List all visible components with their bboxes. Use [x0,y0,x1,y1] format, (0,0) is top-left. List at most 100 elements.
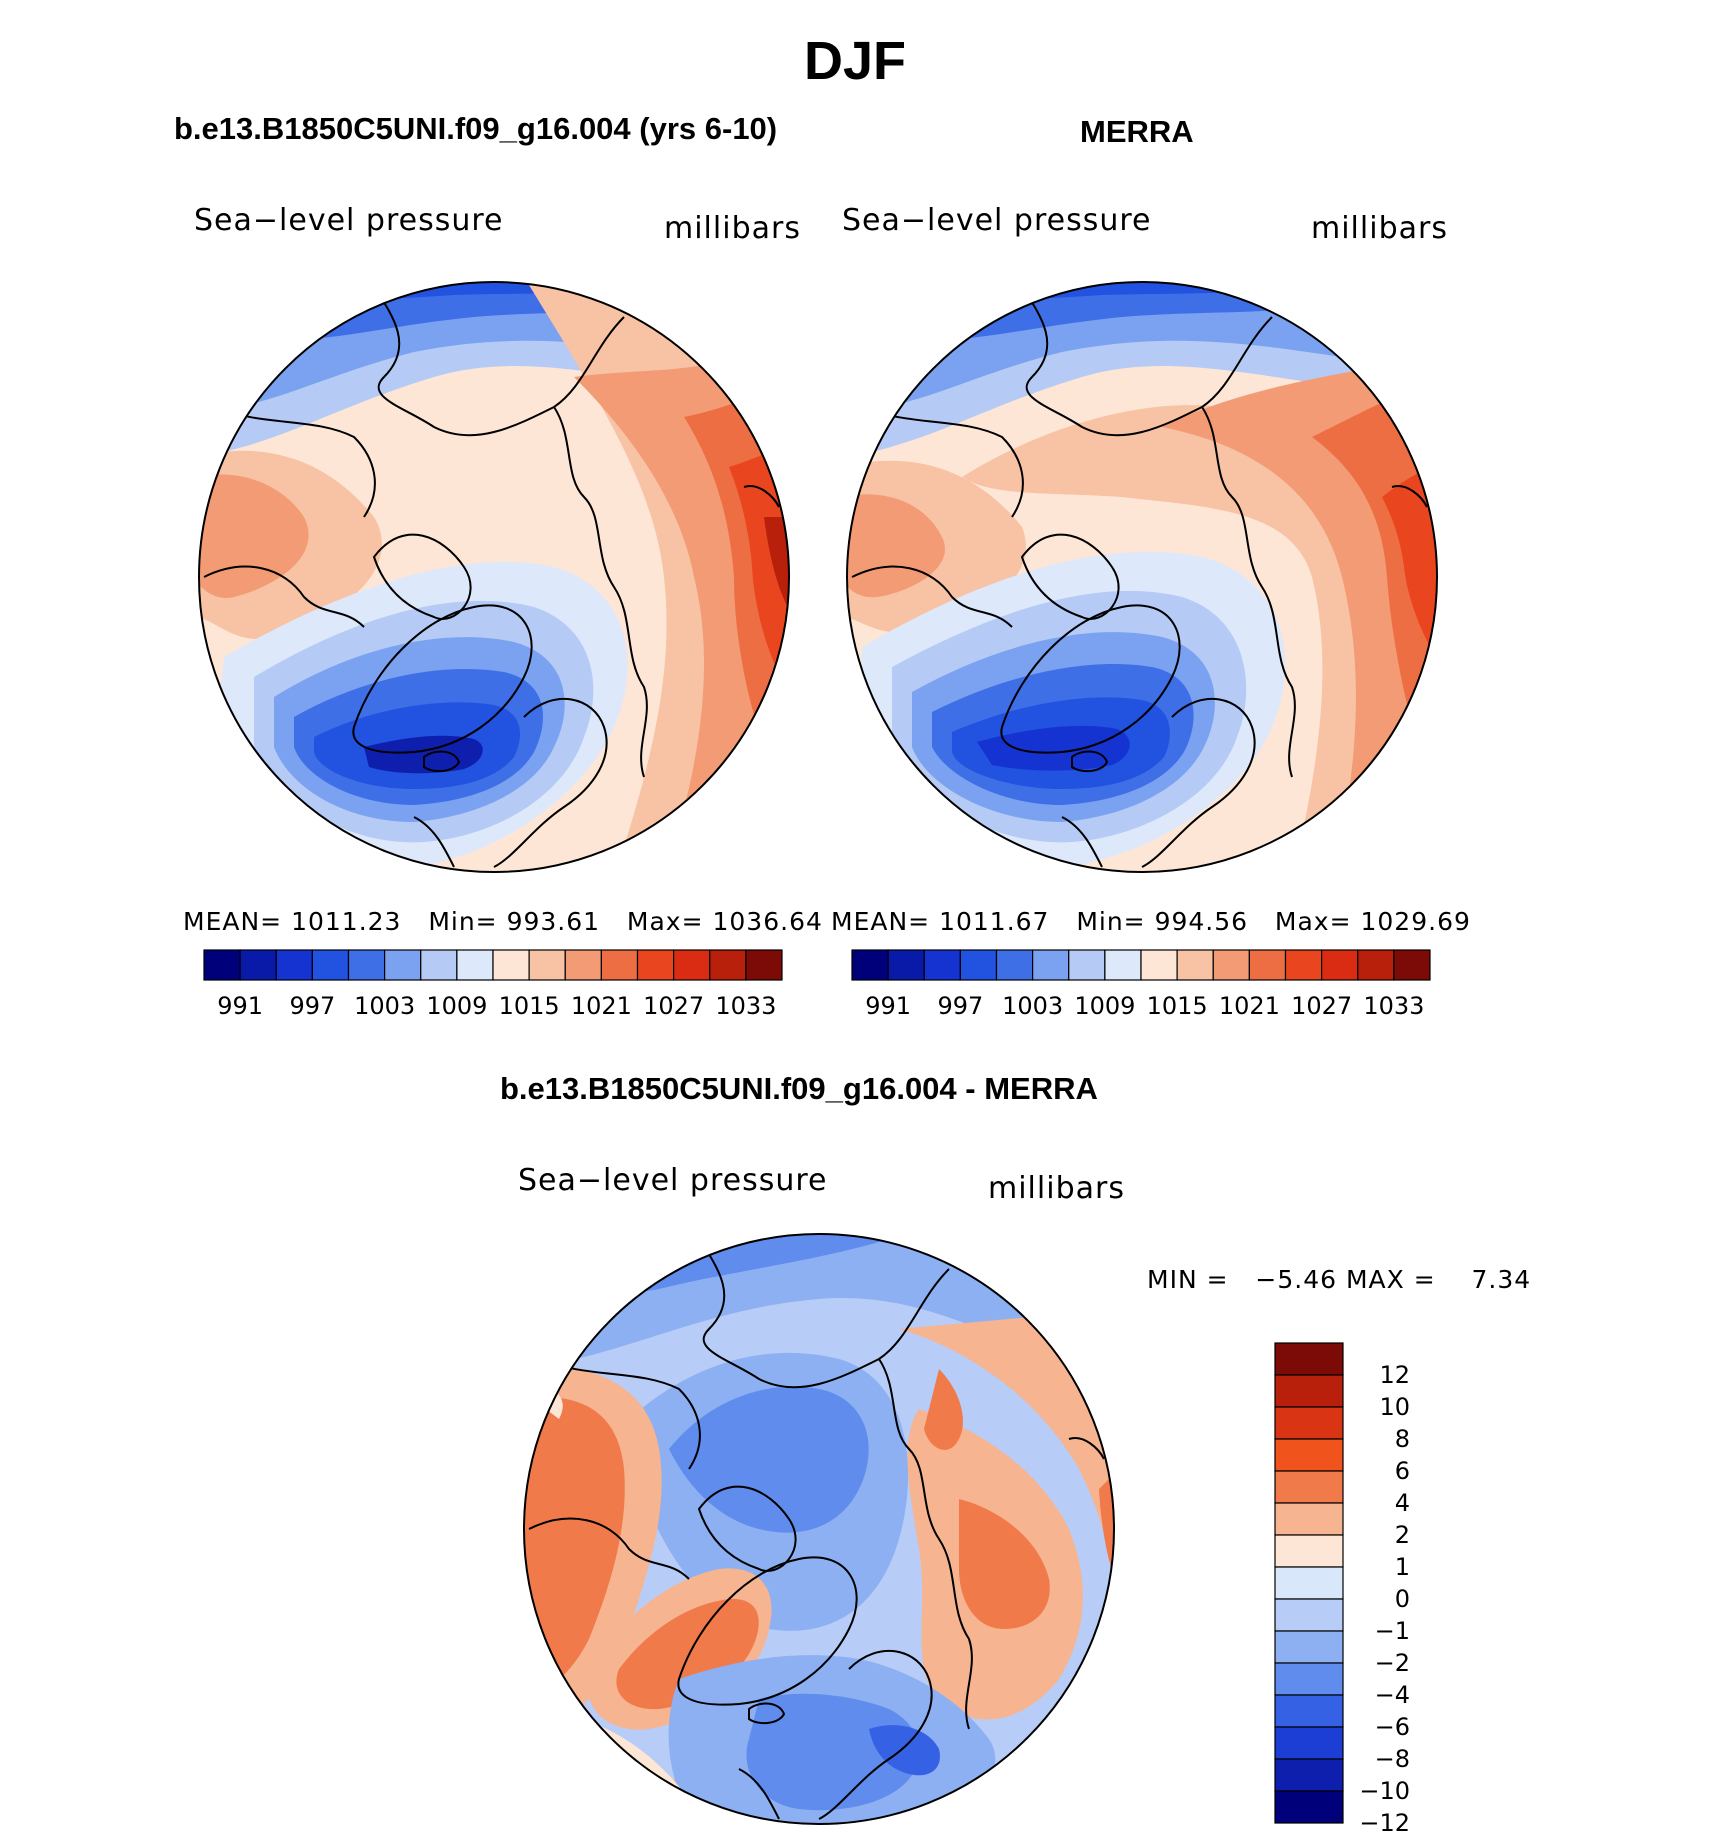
merra-colorbar-box [887,949,925,981]
merra-colorbar-tick-label: 997 [937,992,983,1020]
model-colorbar-tick-label: 1021 [571,992,632,1020]
merra-colorbar [851,949,1431,981]
figure-title: DJF [803,31,906,91]
merra-colorbar-tick-label: 1009 [1074,992,1135,1020]
difference-colorbar-box [1274,1758,1344,1792]
model-polar-map [198,281,790,873]
model-colorbar-box [203,949,241,981]
merra-colorbar-box [1284,949,1323,981]
difference-colorbar-tick-label: −8 [1375,1745,1410,1773]
model-colorbar-box [347,949,386,981]
model-colorbar-box [456,949,494,981]
difference-colorbar-box [1274,1630,1344,1664]
difference-colorbar-box [1274,1790,1344,1824]
model-max-value: 1036.64 [712,907,823,936]
difference-colorbar-tick-label: 12 [1379,1361,1410,1389]
merra-max-value: 1029.69 [1360,907,1471,936]
difference-colorbar-tick-label: −12 [1359,1809,1410,1837]
model-colorbar-box [492,949,530,981]
model-colorbar-tick-label: 1027 [643,992,704,1020]
model-min-value: 993.61 [506,907,601,936]
difference-colorbar-tick-label: −4 [1375,1681,1410,1709]
difference-colorbar-tick-label: 1 [1395,1553,1410,1581]
model-colorbar [203,949,783,981]
merra-colorbar-box [1176,949,1214,981]
merra-colorbar-box [1321,949,1359,981]
merra-min-value: 994.56 [1154,907,1249,936]
model-colorbar-tick-label: 991 [217,992,263,1020]
model-panel-header: b.e13.B1850C5UNI.f09_g16.004 (yrs 6-10) [174,111,778,146]
merra-colorbar-tick-label: 991 [865,992,911,1020]
model-colorbar-tick-label: 1009 [426,992,487,1020]
model-colorbar-box [745,949,783,981]
merra-colorbar-tick-label: 1033 [1363,992,1424,1020]
difference-colorbar-box [1274,1566,1344,1600]
merra-panel-header: MERRA [1080,114,1194,149]
merra-colorbar-box [1104,949,1142,981]
model-colorbar-box [275,949,313,981]
difference-colorbar-tick-label: −2 [1375,1649,1410,1677]
difference-colorbar-tick-label: −10 [1359,1777,1410,1805]
diff-variable-label: Sea−level pressure [518,1163,828,1198]
merra-colorbar-box [959,949,998,981]
model-colorbar-box [564,949,602,981]
merra-colorbar-box [1393,949,1431,981]
merra-colorbar-box [923,949,961,981]
difference-colorbar-tick-label: 0 [1395,1585,1410,1613]
model-variable-label: Sea−level pressure [194,203,504,238]
model-colorbar-box [636,949,675,981]
model-stats: MEAN= 1011.23 Min= 993.61 Max= 1036.64 [183,907,823,936]
model-mean-value: 1011.23 [291,907,402,936]
merra-colorbar-box [1068,949,1106,981]
difference-colorbar-tick-label: 4 [1395,1489,1410,1517]
difference-colorbar-box [1274,1598,1344,1632]
difference-colorbar-tick-label: 10 [1379,1393,1410,1421]
model-colorbar-box [239,949,277,981]
merra-colorbar-box [1357,949,1395,981]
diff-stats: MIN = −5.46 MAX = 7.34 [1147,1265,1532,1294]
merra-colorbar-tick-label: 1003 [1002,992,1063,1020]
difference-colorbar-tick-label: 8 [1395,1425,1410,1453]
merra-colorbar-box [1248,949,1287,981]
model-units-label: millibars [664,211,801,246]
difference-colorbar-box [1274,1406,1344,1440]
merra-colorbar-box [1212,949,1250,981]
diff-panel-header: b.e13.B1850C5UNI.f09_g16.004 - MERRA [500,1071,1098,1106]
difference-colorbar-box [1274,1662,1344,1696]
diff-max-value: 7.34 [1471,1265,1532,1294]
difference-polar-map [523,1233,1115,1825]
difference-colorbar-tick-label: 6 [1395,1457,1410,1485]
diff-min-value: −5.46 [1255,1265,1338,1294]
model-colorbar-tick-label: 997 [289,992,335,1020]
merra-colorbar-box [1032,949,1070,981]
model-colorbar-box [528,949,566,981]
difference-colorbar-box [1274,1502,1344,1536]
merra-polar-map [846,281,1438,873]
merra-colorbar-ticks: 991 997 1003 1009 1015 1021 1027 1033 [865,992,1424,1020]
merra-colorbar-tick-label: 1015 [1147,992,1208,1020]
difference-colorbar-tick-label: −1 [1375,1617,1410,1645]
model-colorbar-box [673,949,711,981]
difference-colorbar-box [1274,1342,1344,1376]
merra-variable-label: Sea−level pressure [842,203,1152,238]
merra-stats: MEAN= 1011.67 Min= 994.56 Max= 1029.69 [831,907,1471,936]
model-colorbar-box [311,949,350,981]
model-colorbar-ticks: 991 997 1003 1009 1015 1021 1027 1033 [217,992,776,1020]
model-colorbar-tick-label: 1033 [715,992,776,1020]
merra-mean-value: 1011.67 [939,907,1050,936]
model-colorbar-box [600,949,639,981]
model-colorbar-box [709,949,747,981]
diff-units-label: millibars [988,1171,1125,1206]
difference-colorbar-tick-label: 2 [1395,1521,1410,1549]
merra-colorbar-box [995,949,1034,981]
difference-colorbar-tick-label: −6 [1375,1713,1410,1741]
merra-colorbar-box [851,949,889,981]
difference-colorbar [1274,1342,1344,1824]
merra-units-label: millibars [1311,211,1448,246]
model-colorbar-box [384,949,422,981]
merra-colorbar-tick-label: 1021 [1219,992,1280,1020]
difference-colorbar-box [1274,1694,1344,1728]
model-colorbar-tick-label: 1015 [499,992,560,1020]
difference-colorbar-box [1274,1534,1344,1568]
